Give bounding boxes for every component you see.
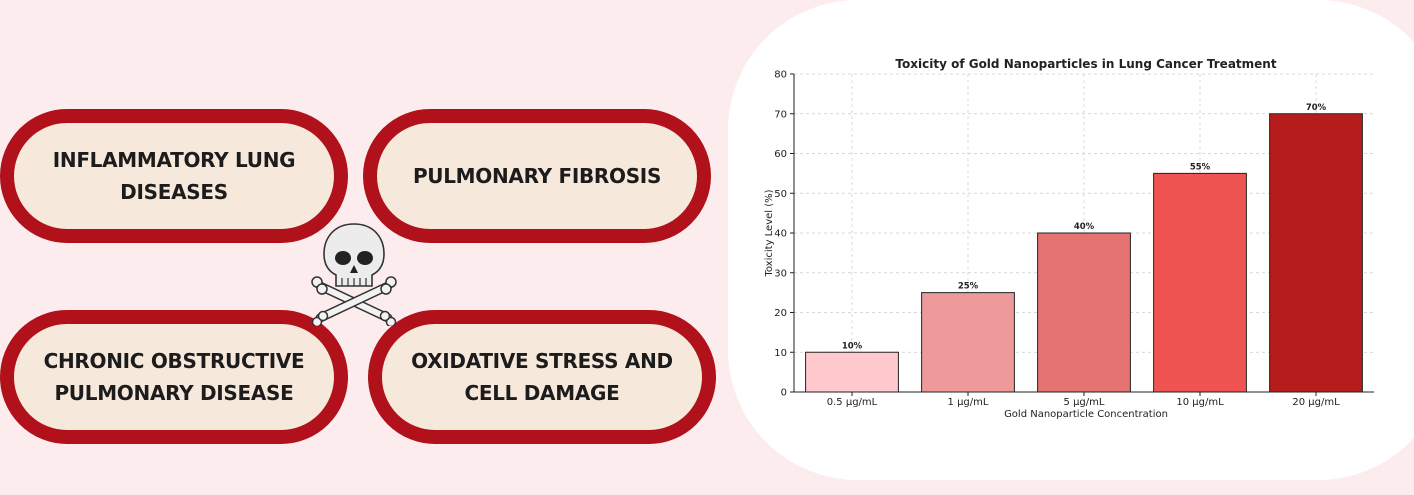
bar-chart: Toxicity of Gold Nanoparticles in Lung C…	[764, 57, 1374, 420]
y-tick-label: 80	[774, 70, 787, 81]
pill-text-line: CHRONIC OBSTRUCTIVE	[43, 349, 305, 373]
pill-text-line: OXIDATIVE STRESS AND	[411, 349, 673, 373]
x-tick-label: 10 µg/mL	[1176, 397, 1224, 408]
bar	[1037, 232, 1131, 393]
y-axis-label: Toxicity Level (%)	[764, 189, 775, 277]
x-tick-label: 0.5 µg/mL	[827, 397, 878, 408]
y-tick-label: 20	[774, 308, 787, 319]
bar-value-label: 55%	[1190, 162, 1211, 172]
x-axis-label: Gold Nanoparticle Concentration	[1004, 409, 1168, 420]
pill-text-line: PULMONARY DISEASE	[54, 381, 294, 405]
x-tick-label: 1 µg/mL	[948, 397, 989, 408]
pill-pulmonary-fibrosis: PULMONARY FIBROSIS	[363, 109, 711, 243]
y-tick-label: 10	[774, 348, 787, 359]
bar	[1153, 172, 1247, 393]
pill-inflammatory-lung-diseases: INFLAMMATORY LUNG DISEASES	[0, 109, 348, 243]
skull-and-crossbones-icon	[311, 223, 397, 326]
y-tick-label: 40	[774, 229, 787, 240]
y-tick-label: 50	[774, 189, 787, 200]
pill-text-line: PULMONARY FIBROSIS	[412, 164, 662, 188]
y-tick-label: 60	[774, 149, 787, 160]
pill-oxidative-stress: OXIDATIVE STRESS AND CELL DAMAGE	[368, 310, 716, 444]
bar-value-label: 10%	[842, 341, 863, 351]
y-tick-label: 70	[774, 109, 787, 120]
pill-text-line: CELL DAMAGE	[464, 381, 620, 405]
y-tick-label: 30	[774, 268, 787, 279]
bar	[1269, 113, 1363, 393]
bar	[805, 351, 899, 393]
chart-title: Toxicity of Gold Nanoparticles in Lung C…	[895, 57, 1276, 71]
pill-text-line: DISEASES	[120, 180, 228, 204]
x-tick-label: 5 µg/mL	[1064, 397, 1105, 408]
pill-copd: CHRONIC OBSTRUCTIVE PULMONARY DISEASE	[0, 310, 348, 444]
bar-value-label: 70%	[1306, 103, 1327, 113]
x-tick-label: 20 µg/mL	[1292, 397, 1340, 408]
bar-value-label: 40%	[1074, 222, 1095, 232]
y-tick-label: 0	[781, 388, 787, 399]
bar-value-label: 25%	[958, 282, 979, 292]
bar	[921, 292, 1015, 393]
pill-text-line: INFLAMMATORY LUNG	[52, 148, 296, 172]
